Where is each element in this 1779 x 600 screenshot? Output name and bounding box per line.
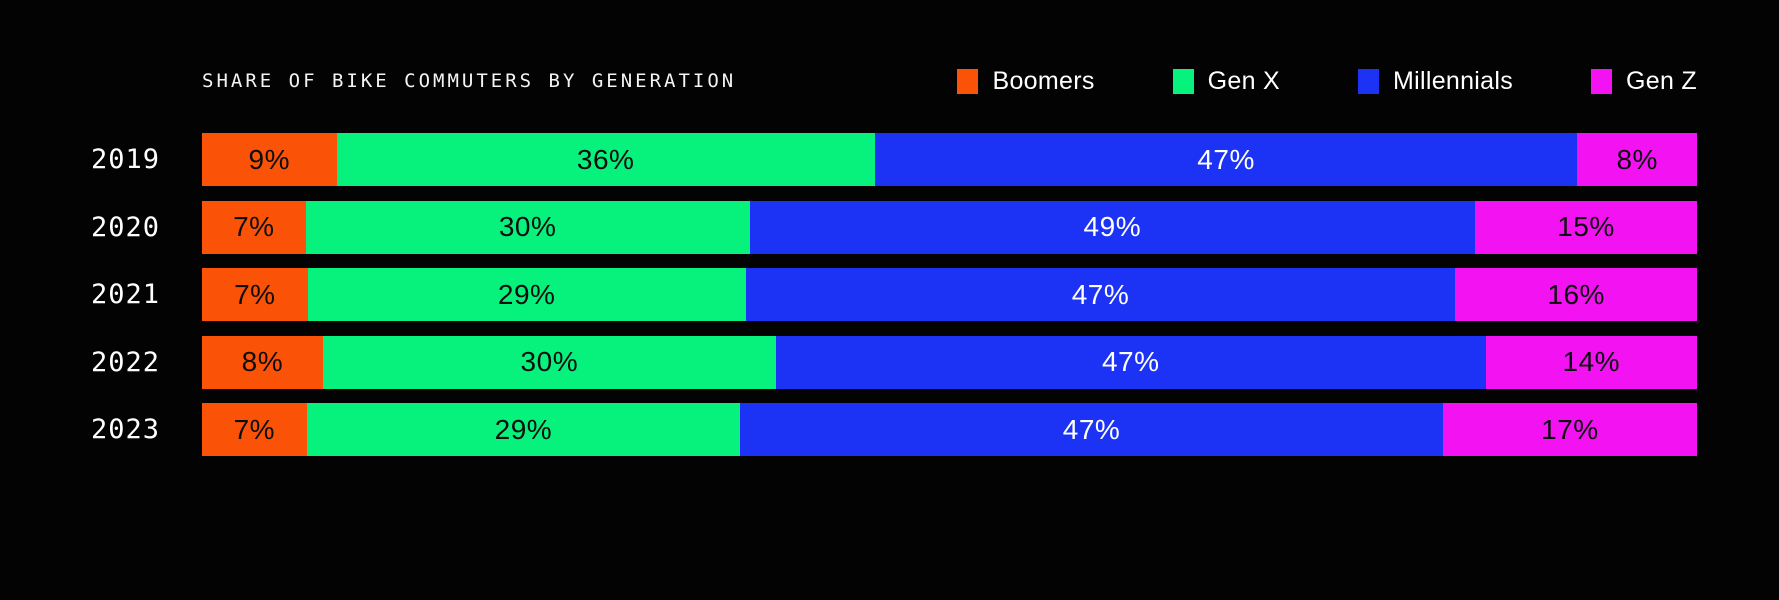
bar-segment-gen-x: 30% — [322, 335, 776, 389]
bar-segment-gen-z: 15% — [1474, 200, 1697, 254]
bar-segment-boomers: 7% — [202, 268, 308, 321]
bar-segment-gen-z: 14% — [1485, 335, 1698, 389]
stacked-bar: 7% 29% 47% 17% — [202, 403, 1698, 456]
bar-segment-millennials: 47% — [775, 335, 1486, 389]
bar-segment-boomers: 7% — [202, 403, 307, 456]
year-label: 2019 — [90, 144, 160, 175]
bar-row-2020: 2020 7% 30% 49% 15% — [82, 200, 1697, 254]
bar-segment-millennials: 47% — [740, 403, 1443, 456]
legend-label: Millennials — [1393, 66, 1514, 95]
bar-segment-gen-z: 17% — [1442, 403, 1698, 456]
stacked-bar: 8% 30% 47% 14% — [202, 335, 1698, 389]
bar-segment-gen-x: 29% — [306, 403, 741, 456]
legend-label: Gen Z — [1626, 66, 1697, 95]
legend-swatch-icon — [1358, 68, 1379, 94]
legend-swatch-icon — [1172, 68, 1194, 94]
legend-item-boomers: Boomers — [957, 67, 1094, 96]
stacked-bar: 9% 36% 47% 8% — [202, 133, 1697, 186]
bar-segment-millennials: 47% — [745, 268, 1456, 321]
bar-segment-millennials: 49% — [749, 200, 1475, 254]
bar-segment-boomers: 7% — [202, 200, 306, 254]
legend-swatch-icon — [1591, 68, 1613, 94]
legend-label: Gen X — [1207, 66, 1280, 95]
legend-item-millennials: Millennials — [1358, 67, 1513, 96]
bar-segment-boomers: 8% — [202, 335, 323, 389]
stacked-bar: 7% 30% 49% 15% — [202, 200, 1697, 254]
legend-label: Boomers — [992, 66, 1095, 95]
year-label: 2023 — [90, 414, 160, 445]
legend-swatch-icon — [957, 68, 979, 94]
chart-header: SHARE OF BIKE COMMUTERS BY GENERATION Bo… — [202, 60, 1697, 102]
bar-segment-boomers: 9% — [202, 133, 337, 186]
chart-title: SHARE OF BIKE COMMUTERS BY GENERATION — [202, 70, 737, 92]
bar-row-2023: 2023 7% 29% 47% 17% — [82, 403, 1698, 456]
year-label: 2020 — [90, 211, 160, 243]
bar-rows: 2019 9% 36% 47% 8% 2020 7% 30% 49% 15% 2021 7% 29% 47… — [82, 133, 1698, 456]
bar-segment-gen-z: 8% — [1577, 133, 1697, 186]
legend-item-gen-x: Gen X — [1172, 66, 1280, 96]
year-label: 2022 — [90, 346, 160, 378]
bar-row-2019: 2019 9% 36% 47% 8% — [82, 133, 1697, 186]
legend: Boomers Gen X Millennials Gen Z — [957, 67, 1697, 96]
bar-row-2021: 2021 7% 29% 47% 16% — [82, 268, 1697, 321]
bar-segment-gen-x: 30% — [305, 200, 750, 254]
bar-segment-gen-x: 29% — [307, 268, 746, 321]
bar-segment-millennials: 47% — [874, 133, 1578, 186]
year-label: 2021 — [90, 279, 160, 310]
stacked-bar: 7% 29% 47% 16% — [202, 268, 1697, 321]
bar-segment-gen-z: 16% — [1455, 268, 1697, 321]
bar-row-2022: 2022 8% 30% 47% 14% — [82, 335, 1698, 389]
bar-segment-gen-x: 36% — [336, 133, 875, 186]
legend-item-gen-z: Gen Z — [1591, 67, 1697, 96]
